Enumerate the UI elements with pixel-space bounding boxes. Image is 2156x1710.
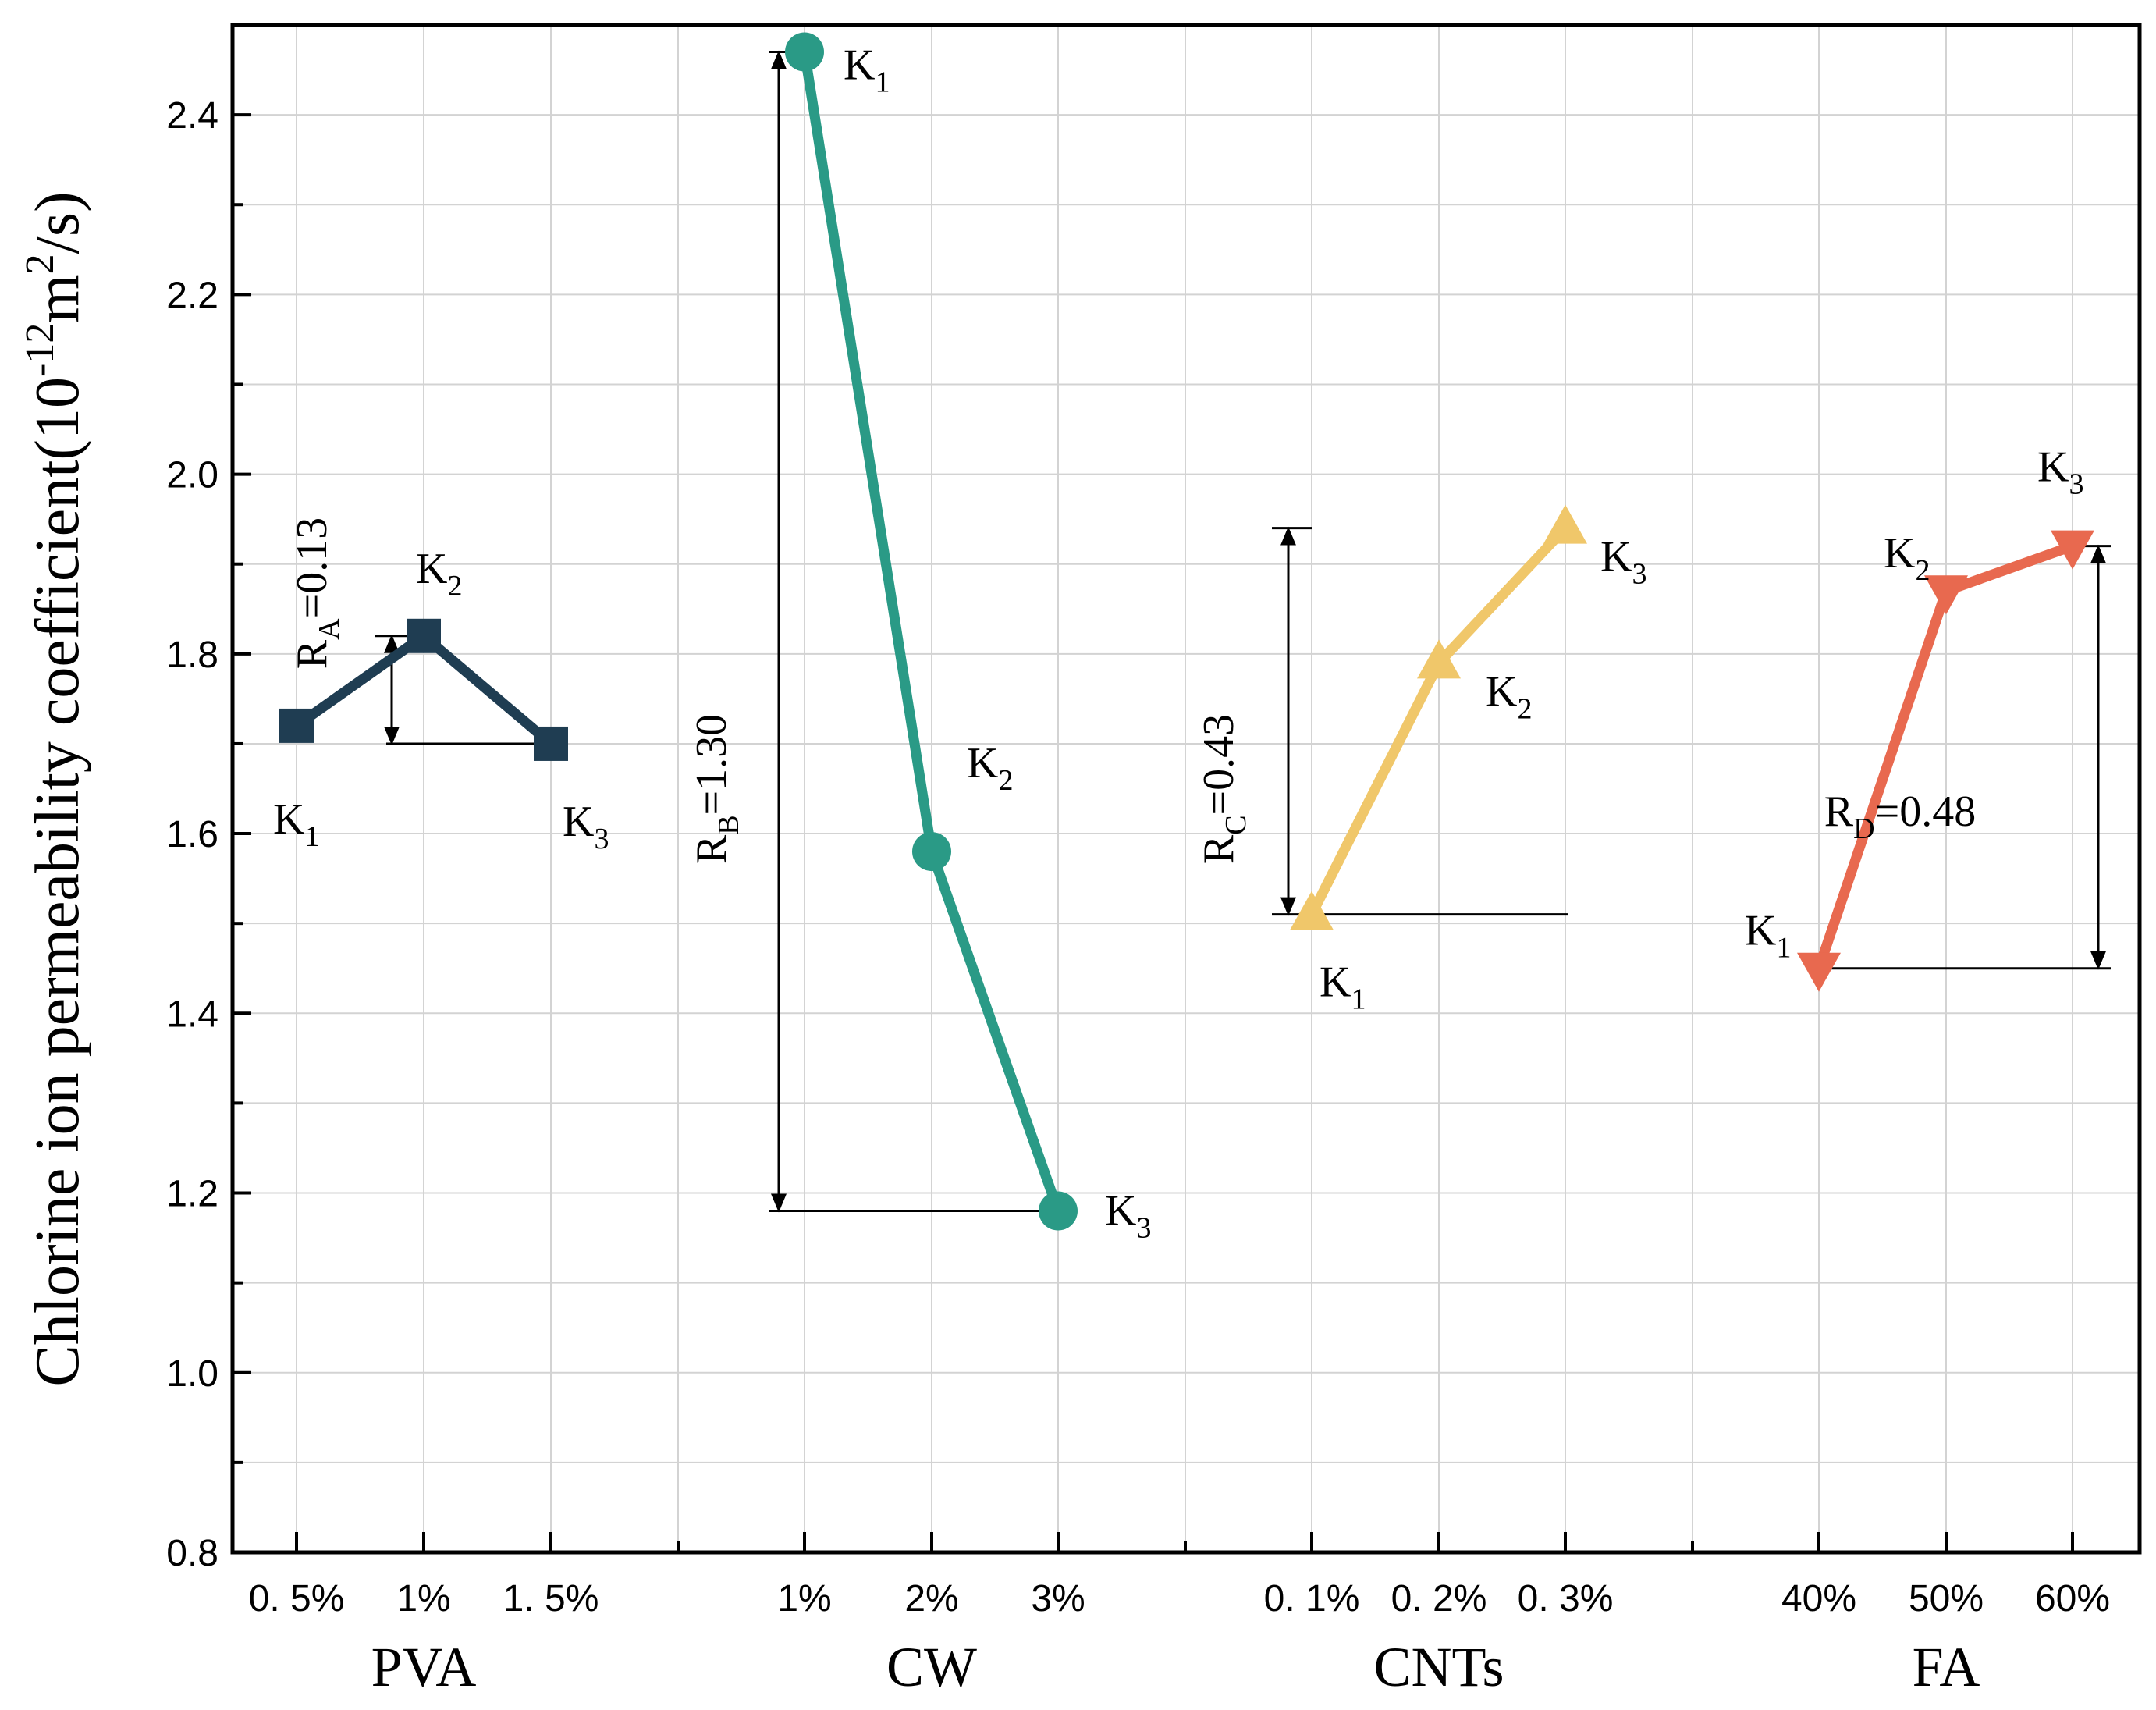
y-tick-label: 0.8	[166, 1533, 218, 1574]
data-point-cnts-k3	[1543, 504, 1587, 544]
k-label-pva-2: K2	[416, 545, 462, 603]
data-point-cnts-k2	[1417, 639, 1461, 679]
data-point-fa-k3	[2051, 530, 2094, 570]
range-label-cw: RB=1.30	[687, 714, 745, 864]
range-label-cnts: RC=0.43	[1195, 714, 1252, 864]
y-tick-label: 1.8	[166, 635, 218, 676]
y-tick-label: 1.2	[166, 1174, 218, 1215]
y-tick-label: 2.0	[166, 455, 218, 496]
y-axis-title: Chlorine ion permeability coefficient(10…	[18, 191, 92, 1386]
data-point-cw-k2	[912, 832, 951, 872]
data-point-cw-k3	[1039, 1191, 1078, 1231]
y-tick-label: 2.4	[166, 95, 218, 137]
x-factor-label-fa: FA	[1913, 1636, 1980, 1698]
data-point-fa-k1	[1797, 952, 1841, 992]
y-tick-label: 2.2	[166, 275, 218, 316]
x-tick-label: 0. 5%	[249, 1578, 345, 1619]
k-label-cw-2: K2	[967, 739, 1013, 797]
data-point-cw-k1	[785, 32, 824, 72]
k-label-cnts-1: K1	[1320, 958, 1366, 1016]
k-label-cw-1: K1	[844, 41, 890, 99]
labels: RA=0.13 K1 K2 K3 RB=1.30 K1 K2 K3 RC=0.43 K1 K2 K3 R…	[273, 41, 2083, 1245]
data-point-pva-k1	[279, 708, 314, 743]
data-point-pva-k2	[407, 618, 441, 653]
grid	[233, 25, 2140, 1552]
x-factor-label-pva: PVA	[371, 1636, 477, 1698]
x-tick-label: 1. 5%	[503, 1578, 599, 1619]
axes: 0.8 1.0 1.2 1.4 1.6 1.8 2.0 2.2 2.4 Chlorine ion …	[18, 23, 2142, 1698]
x-tick-label: 0. 1%	[1264, 1578, 1360, 1619]
k-label-pva-3: K3	[563, 798, 609, 855]
x-factor-label-cnts: CNTs	[1374, 1636, 1504, 1698]
data-point-cnts-k1	[1290, 891, 1334, 930]
range-label-fa: RD=0.48	[1824, 787, 1976, 845]
y-tick-label: 1.4	[166, 994, 218, 1035]
data-point-pva-k3	[534, 726, 568, 761]
k-label-cnts-3: K3	[1600, 533, 1646, 591]
series	[279, 32, 2094, 1231]
k-label-cw-3: K3	[1105, 1187, 1151, 1245]
x-factor-label-cw: CW	[886, 1636, 977, 1698]
x-tick-label: 2%	[904, 1578, 958, 1619]
k-label-fa-2: K2	[1884, 529, 1930, 587]
k-label-pva-1: K1	[273, 795, 319, 853]
x-tick-label: 0. 2%	[1391, 1578, 1487, 1619]
data-point-fa-k2	[1924, 575, 1968, 615]
x-tick-label: 1%	[396, 1578, 450, 1619]
x-tick-label: 40%	[1781, 1578, 1856, 1619]
x-tick-label: 1%	[777, 1578, 831, 1619]
y-tick-label: 1.0	[166, 1353, 218, 1395]
x-tick-label: 60%	[2035, 1578, 2110, 1619]
x-tick-label: 3%	[1031, 1578, 1085, 1619]
x-tick-label: 50%	[1909, 1578, 1984, 1619]
range-label-pva: RA=0.13	[288, 517, 346, 669]
k-label-fa-3: K3	[2037, 443, 2083, 501]
k-label-cnts-2: K2	[1486, 667, 1532, 725]
k-label-fa-1: K1	[1745, 907, 1791, 965]
x-tick-label: 0. 3%	[1518, 1578, 1614, 1619]
y-tick-label: 1.6	[166, 814, 218, 855]
